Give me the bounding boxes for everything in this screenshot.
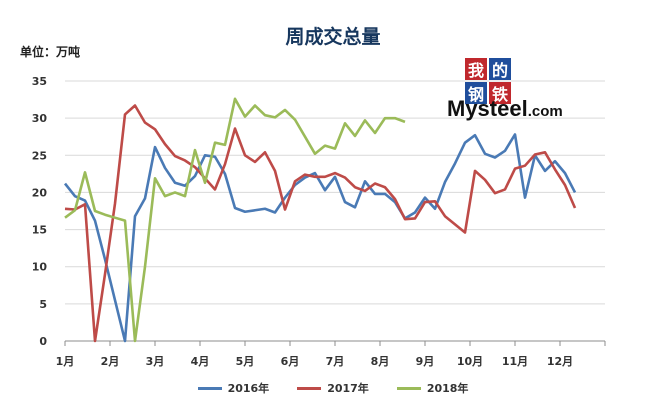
logo-char: 我 xyxy=(465,58,487,80)
x-tick-label: 6月 xyxy=(281,355,300,368)
legend-label: 2016年 xyxy=(227,382,270,395)
legend-swatch xyxy=(197,386,222,390)
x-tick-label: 5月 xyxy=(236,355,255,368)
y-tick-label: 10 xyxy=(32,261,48,274)
logo-word-main: Mysteel xyxy=(447,96,528,121)
chart-title: 周成交总量 xyxy=(285,26,381,48)
x-tick-label: 7月 xyxy=(326,355,345,368)
series-line-2 xyxy=(64,104,577,343)
x-tick-label: 3月 xyxy=(146,355,165,368)
gridlines xyxy=(65,80,605,305)
x-tick-label: 2月 xyxy=(101,355,120,368)
legend-label: 2018年 xyxy=(426,382,469,395)
y-tick-label: 0 xyxy=(39,335,47,348)
legend-swatch xyxy=(297,386,322,390)
x-tick-label: 10月 xyxy=(457,355,483,368)
series-line-1 xyxy=(63,133,577,343)
x-tick-label: 1月 xyxy=(56,355,75,368)
logo-characters: 我的钢铁 xyxy=(465,58,511,104)
legend-item-1: 2016年 xyxy=(197,380,270,396)
y-tick-label: 35 xyxy=(32,75,47,88)
y-axis-unit-label: 单位：万吨 xyxy=(20,45,81,59)
logo-char: 的 xyxy=(489,58,511,80)
mysteel-logo: 我的钢铁 Mysteel.com xyxy=(447,58,567,124)
legend-item-3: 2018年 xyxy=(396,380,469,396)
logo-char: 钢 xyxy=(465,82,487,104)
y-tick-label: 30 xyxy=(32,112,48,125)
x-tick-label: 4月 xyxy=(191,355,210,368)
logo-wordmark: Mysteel.com xyxy=(447,96,563,122)
legend-label: 2017年 xyxy=(327,382,369,395)
logo-word-suffix: .com xyxy=(527,103,563,120)
logo-char: 铁 xyxy=(489,82,511,104)
series-line-3 xyxy=(64,97,406,343)
series-lines xyxy=(63,97,577,343)
x-tick-label: 11月 xyxy=(502,355,528,368)
legend-swatch xyxy=(396,386,421,390)
axes xyxy=(64,340,606,346)
x-tick-label: 8月 xyxy=(371,355,390,368)
y-tick-label: 25 xyxy=(32,149,47,162)
legend: 2016年 2017年 2018年 xyxy=(0,380,666,396)
y-tick-label: 15 xyxy=(32,224,47,237)
x-tick-label: 12月 xyxy=(547,355,573,368)
tick-labels: 0 5 10 15 20 25 30 35 1月 2月 3月 4月 5月 6月 7月 8月 9月 10月 11月 12… xyxy=(32,75,573,368)
y-tick-label: 5 xyxy=(39,298,47,311)
legend-item-2: 2017年 xyxy=(297,380,369,396)
x-tick-label: 9月 xyxy=(416,355,435,368)
y-tick-label: 20 xyxy=(32,186,48,199)
